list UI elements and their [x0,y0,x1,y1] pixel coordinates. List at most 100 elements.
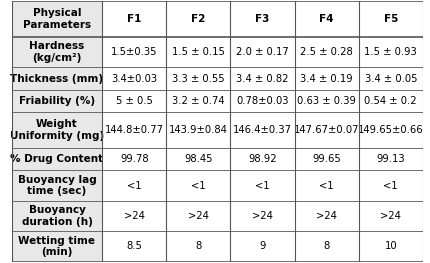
Text: 0.63 ± 0.39: 0.63 ± 0.39 [297,96,355,106]
Text: 10: 10 [384,241,396,251]
Text: 143.9±0.84: 143.9±0.84 [169,125,227,135]
Text: 3.4 ± 0.82: 3.4 ± 0.82 [236,74,288,84]
Text: 99.13: 99.13 [375,154,404,164]
Text: 1.5±0.35: 1.5±0.35 [111,47,157,57]
Bar [358,201,422,231]
Bar [102,112,166,148]
Bar [358,1,422,37]
Text: <1: <1 [383,181,397,191]
Text: >24: >24 [316,211,336,221]
Text: Wetting time
(min): Wetting time (min) [18,236,95,257]
Text: <1: <1 [255,181,269,191]
Text: % Drug Content: % Drug Content [10,154,103,164]
Text: Buoyancy
duration (h): Buoyancy duration (h) [22,205,92,227]
Bar [102,67,166,90]
Text: Thickness (mm): Thickness (mm) [10,74,103,84]
Bar [294,148,358,170]
Text: <1: <1 [127,181,141,191]
Bar [102,1,166,37]
Text: 2.5 ± 0.28: 2.5 ± 0.28 [300,47,352,57]
Bar [166,201,230,231]
Text: 98.92: 98.92 [248,154,276,164]
Text: F1: F1 [127,14,141,24]
Text: Physical
Parameters: Physical Parameters [23,8,91,30]
Bar [294,170,358,201]
Bar [12,148,102,170]
Text: Hardness
(kg/cm²): Hardness (kg/cm²) [29,42,84,63]
Bar [358,90,422,112]
Text: 9: 9 [259,241,265,251]
Bar [12,67,102,90]
Text: 1.5 ± 0.15: 1.5 ± 0.15 [172,47,224,57]
Text: 0.54 ± 0.2: 0.54 ± 0.2 [364,96,416,106]
Text: F2: F2 [191,14,205,24]
Text: 8.5: 8.5 [126,241,142,251]
Text: 144.8±0.77: 144.8±0.77 [104,125,163,135]
Bar [294,90,358,112]
Bar [230,90,294,112]
Text: 2.0 ± 0.17: 2.0 ± 0.17 [236,47,288,57]
Bar [230,148,294,170]
Text: 99.78: 99.78 [120,154,148,164]
Bar [294,112,358,148]
Bar [102,148,166,170]
Bar [166,37,230,67]
Text: 3.2 ± 0.74: 3.2 ± 0.74 [172,96,224,106]
Bar [12,90,102,112]
Text: 1.5 ± 0.93: 1.5 ± 0.93 [364,47,416,57]
Bar [102,231,166,262]
Text: 8: 8 [195,241,201,251]
Bar [230,201,294,231]
Text: 146.4±0.37: 146.4±0.37 [233,125,292,135]
Text: 8: 8 [323,241,329,251]
Text: 3.4 ± 0.19: 3.4 ± 0.19 [300,74,352,84]
Bar [294,67,358,90]
Bar [358,148,422,170]
Bar [166,90,230,112]
Text: <1: <1 [319,181,333,191]
Bar [230,170,294,201]
Bar [12,170,102,201]
Bar [358,231,422,262]
Bar [358,37,422,67]
Bar [230,1,294,37]
Bar [230,37,294,67]
Text: 0.78±0.03: 0.78±0.03 [236,96,288,106]
Bar [358,67,422,90]
Bar [12,231,102,262]
Bar [166,1,230,37]
Text: 99.65: 99.65 [312,154,340,164]
Bar [358,170,422,201]
Text: >24: >24 [379,211,400,221]
Bar [230,112,294,148]
Text: >24: >24 [123,211,144,221]
Bar [166,231,230,262]
Bar [12,201,102,231]
Text: >24: >24 [252,211,272,221]
Text: F4: F4 [319,14,333,24]
Bar [294,201,358,231]
Text: Buoyancy lag
time (sec): Buoyancy lag time (sec) [18,175,96,196]
Text: Friability (%): Friability (%) [19,96,95,106]
Text: <1: <1 [190,181,205,191]
Text: 3.4±0.03: 3.4±0.03 [111,74,157,84]
Bar [358,112,422,148]
Bar [166,112,230,148]
Text: F5: F5 [383,14,397,24]
Text: F3: F3 [255,14,269,24]
Text: 3.3 ± 0.55: 3.3 ± 0.55 [172,74,224,84]
Bar [12,1,102,37]
Bar [294,231,358,262]
Text: 147.67±0.07: 147.67±0.07 [293,125,359,135]
Bar [166,67,230,90]
Bar [102,170,166,201]
Text: 98.45: 98.45 [184,154,212,164]
Bar [102,201,166,231]
Bar [12,37,102,67]
Bar [230,67,294,90]
Bar [294,37,358,67]
Text: 5 ± 0.5: 5 ± 0.5 [116,96,152,106]
Bar [166,148,230,170]
Text: 149.65±0.66: 149.65±0.66 [357,125,423,135]
Text: >24: >24 [187,211,209,221]
